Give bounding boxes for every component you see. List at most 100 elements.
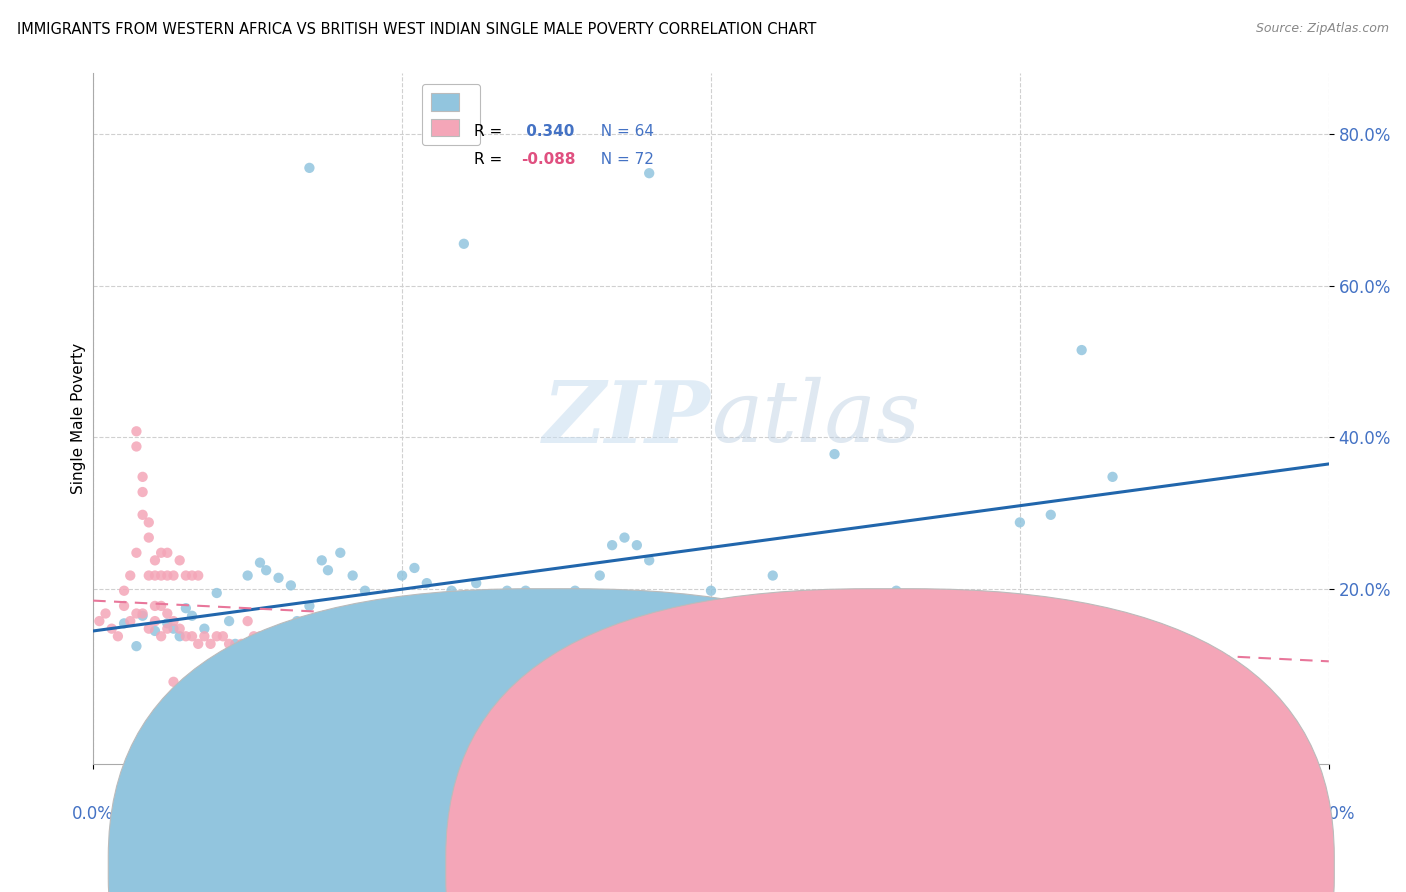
Point bbox=[193, 622, 215, 636]
Point bbox=[231, 637, 253, 651]
Point bbox=[236, 614, 259, 628]
Point bbox=[143, 614, 166, 628]
Point bbox=[224, 698, 246, 712]
Point bbox=[285, 614, 308, 628]
Point bbox=[638, 166, 661, 180]
Point bbox=[662, 659, 685, 673]
Legend: , : , bbox=[422, 84, 479, 145]
Point bbox=[156, 607, 179, 621]
Point bbox=[304, 659, 326, 673]
Point bbox=[162, 622, 184, 636]
Point bbox=[249, 556, 271, 570]
Point bbox=[329, 698, 352, 712]
Point bbox=[600, 538, 623, 552]
Point bbox=[280, 578, 302, 592]
Point bbox=[125, 425, 148, 439]
Point bbox=[150, 546, 173, 560]
Point bbox=[440, 583, 463, 598]
Point bbox=[292, 629, 315, 643]
Point bbox=[143, 599, 166, 613]
Point bbox=[484, 614, 506, 628]
Point bbox=[422, 591, 444, 606]
Point bbox=[700, 583, 723, 598]
Point bbox=[700, 720, 723, 734]
Point bbox=[651, 644, 673, 658]
Point bbox=[193, 629, 215, 643]
Point bbox=[120, 614, 142, 628]
Point bbox=[138, 622, 160, 636]
Text: N = 72: N = 72 bbox=[591, 152, 654, 167]
Point bbox=[138, 531, 160, 545]
Point bbox=[150, 568, 173, 582]
Point bbox=[311, 553, 333, 567]
Point bbox=[254, 629, 277, 643]
Point bbox=[138, 568, 160, 582]
Point bbox=[329, 546, 352, 560]
Point bbox=[1101, 470, 1123, 484]
Text: 0.340: 0.340 bbox=[520, 124, 574, 139]
Point bbox=[527, 659, 550, 673]
Point bbox=[576, 599, 599, 613]
Point bbox=[112, 583, 135, 598]
Point bbox=[205, 690, 228, 704]
Point bbox=[162, 614, 184, 628]
Point bbox=[112, 599, 135, 613]
Text: -0.088: -0.088 bbox=[520, 152, 575, 167]
Point bbox=[169, 629, 191, 643]
Point bbox=[626, 538, 648, 552]
Point bbox=[298, 161, 321, 175]
Point bbox=[316, 563, 339, 577]
Text: ZIP: ZIP bbox=[543, 376, 711, 460]
Point bbox=[267, 571, 290, 585]
Point bbox=[107, 629, 129, 643]
Point bbox=[94, 607, 117, 621]
Point bbox=[181, 698, 204, 712]
Point bbox=[404, 561, 426, 575]
Point bbox=[112, 616, 135, 631]
Point bbox=[143, 624, 166, 638]
Point bbox=[156, 568, 179, 582]
Point bbox=[150, 629, 173, 643]
Text: atlas: atlas bbox=[711, 377, 920, 459]
Point bbox=[453, 236, 475, 251]
Point bbox=[181, 568, 204, 582]
Point bbox=[243, 629, 266, 643]
Point bbox=[89, 614, 111, 628]
Point bbox=[564, 583, 586, 598]
Point bbox=[187, 568, 209, 582]
Point bbox=[427, 629, 450, 643]
Point bbox=[162, 568, 184, 582]
Point bbox=[416, 576, 439, 591]
Point bbox=[354, 583, 377, 598]
Point bbox=[174, 568, 197, 582]
Point bbox=[162, 698, 184, 712]
Point bbox=[267, 705, 290, 719]
Point bbox=[205, 629, 228, 643]
Text: 0.0%: 0.0% bbox=[72, 805, 114, 823]
Point bbox=[711, 607, 734, 621]
Point bbox=[100, 622, 122, 636]
Point bbox=[218, 614, 240, 628]
Point bbox=[125, 546, 148, 560]
Point bbox=[156, 622, 179, 636]
Point bbox=[205, 586, 228, 600]
Point bbox=[143, 553, 166, 567]
Point bbox=[236, 568, 259, 582]
Point bbox=[150, 599, 173, 613]
Point bbox=[120, 568, 142, 582]
Point bbox=[551, 607, 574, 621]
Point bbox=[453, 591, 475, 606]
Point bbox=[342, 629, 364, 643]
Point bbox=[218, 637, 240, 651]
Point bbox=[156, 616, 179, 631]
Point bbox=[1008, 516, 1031, 530]
Point bbox=[465, 576, 488, 591]
Point bbox=[589, 568, 612, 582]
Point bbox=[169, 622, 191, 636]
Point bbox=[156, 546, 179, 560]
Point bbox=[200, 637, 222, 651]
Point bbox=[1070, 343, 1092, 357]
Point bbox=[254, 563, 277, 577]
Point bbox=[131, 607, 153, 621]
Point bbox=[125, 607, 148, 621]
